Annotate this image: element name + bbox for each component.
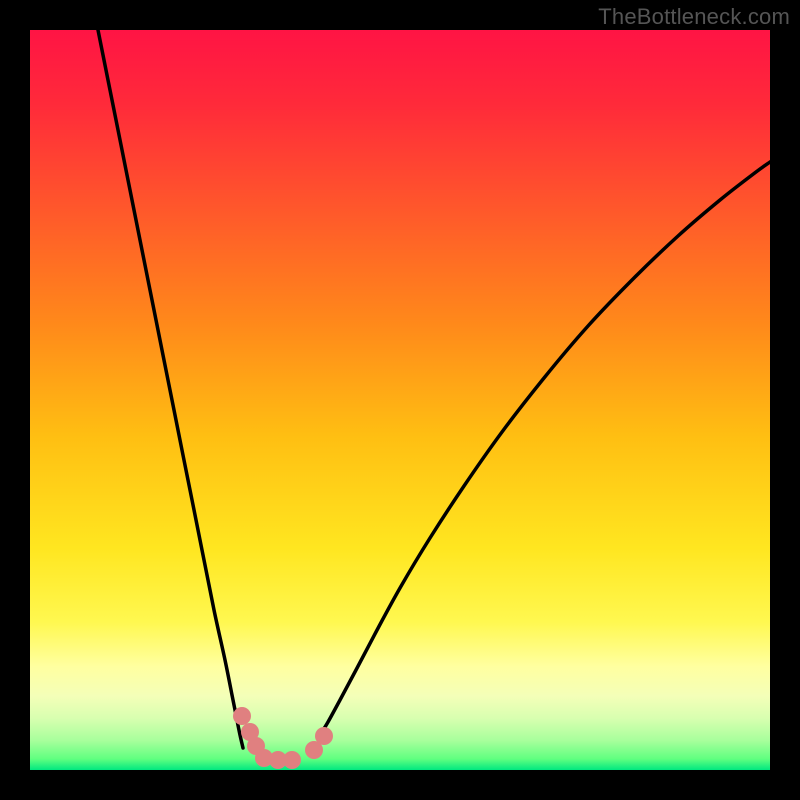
plot-area — [30, 30, 770, 770]
bottom-markers — [233, 707, 333, 769]
curve-right — [320, 162, 770, 735]
watermark-text: TheBottleneck.com — [598, 4, 790, 30]
marker-dot — [233, 707, 251, 725]
chart-canvas: TheBottleneck.com — [0, 0, 800, 800]
marker-dot — [283, 751, 301, 769]
curves-layer — [30, 30, 770, 770]
marker-dot — [315, 727, 333, 745]
curve-left — [98, 30, 243, 748]
